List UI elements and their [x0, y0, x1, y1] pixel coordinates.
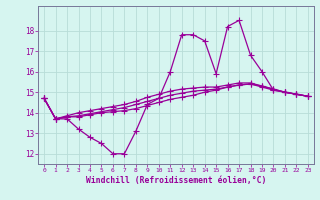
X-axis label: Windchill (Refroidissement éolien,°C): Windchill (Refroidissement éolien,°C): [86, 176, 266, 185]
